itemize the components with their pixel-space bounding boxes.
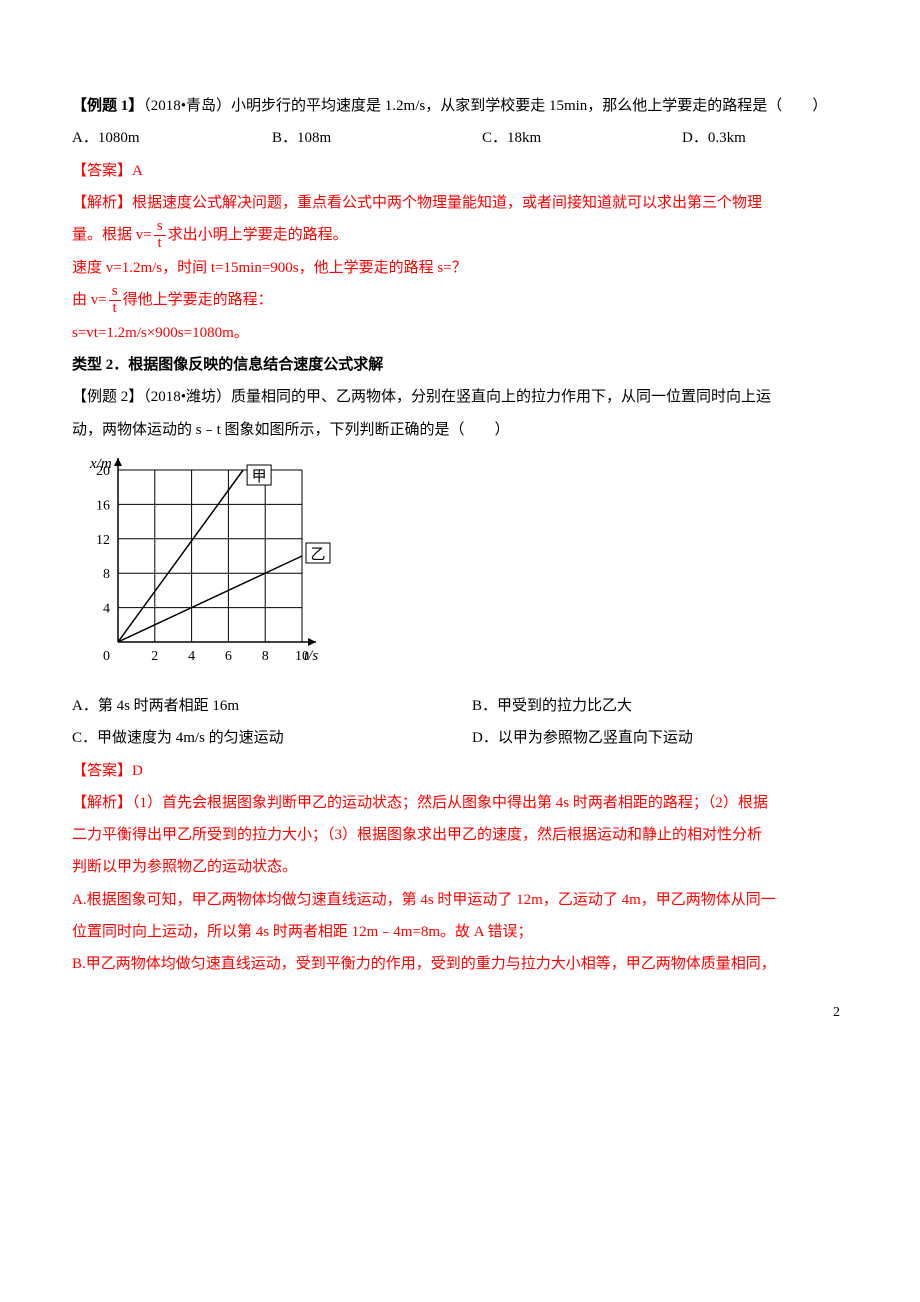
option-c: C．甲做速度为 4m/s 的匀速运动 xyxy=(72,722,472,754)
example1-explain-line4: 由 v=st得他上学要走的路程： xyxy=(72,284,848,317)
explain-text: （1）首先会根据图象判断甲乙的运动状态；然后从图象中得出第 4s 时两者相距的路… xyxy=(132,795,768,811)
option-b: B．108m xyxy=(272,122,482,154)
page-number: 2 xyxy=(72,998,848,1028)
st-chart: 246810481216200t/sx/m甲乙 xyxy=(72,452,848,686)
answer-value: D xyxy=(132,763,143,779)
example1-source: （2018•青岛） xyxy=(143,98,231,114)
example1-stem: 【例题 1】（2018•青岛）小明步行的平均速度是 1.2m/s，从家到学校要走… xyxy=(72,90,848,122)
example2-explain-line2: 二力平衡得出甲乙所受到的拉力大小；（3）根据图象求出甲乙的速度，然后根据运动和静… xyxy=(72,819,848,851)
svg-text:甲: 甲 xyxy=(252,469,267,485)
example2-stem-line1: 【例题 2】（2018•潍坊）质量相同的甲、乙两物体，分别在竖直向上的拉力作用下… xyxy=(72,381,848,413)
example1-text: 小明步行的平均速度是 1.2m/s，从家到学校要走 15min，那么他上学要走的… xyxy=(231,98,827,114)
svg-text:t/s: t/s xyxy=(304,648,318,664)
svg-text:16: 16 xyxy=(96,498,110,513)
example2-explain-line3: 判断以甲为参照物乙的运动状态。 xyxy=(72,851,848,883)
example2-stem-line2: 动，两物体运动的 s﹣t 图象如图所示，下列判断正确的是（ ） xyxy=(72,414,848,446)
svg-text:2: 2 xyxy=(151,649,158,664)
example2-options-row2: C．甲做速度为 4m/s 的匀速运动 D．以甲为参照物乙竖直向下运动 xyxy=(72,722,848,754)
example1-options: A．1080m B．108m C．18km D．0.3km xyxy=(72,122,848,154)
explain-text: 根据速度公式解决问题，重点看公式中两个物理量能知道，或者间接知道就可以求出第三个… xyxy=(132,195,762,211)
frac-den: t xyxy=(109,301,121,317)
option-a: A．1080m xyxy=(72,122,272,154)
svg-text:12: 12 xyxy=(96,533,110,548)
explain-text-a: 由 v= xyxy=(72,292,107,308)
example2-label: 【例题 2】 xyxy=(72,389,143,405)
example2-explain-line1: 【解析】（1）首先会根据图象判断甲乙的运动状态；然后从图象中得出第 4s 时两者… xyxy=(72,787,848,819)
example1-label: 【例题 1】 xyxy=(72,98,143,114)
answer-label: 【答案】 xyxy=(72,163,132,179)
svg-text:4: 4 xyxy=(188,649,195,664)
fraction: st xyxy=(154,219,166,252)
example1-explain-line5: s=vt=1.2m/s×900s=1080m。 xyxy=(72,317,848,349)
svg-text:x/m: x/m xyxy=(89,456,112,472)
explain-text-b: 求出小明上学要走的路程。 xyxy=(168,227,348,243)
example2-source: （2018•潍坊） xyxy=(143,389,231,405)
example2-options-row1: A．第 4s 时两者相距 16m B．甲受到的拉力比乙大 xyxy=(72,690,848,722)
example2-explain-lineB: B.甲乙两物体均做匀速直线运动，受到平衡力的作用，受到的重力与拉力大小相等，甲乙… xyxy=(72,948,848,980)
example1-explain-line1: 【解析】根据速度公式解决问题，重点看公式中两个物理量能知道，或者间接知道就可以求… xyxy=(72,187,848,219)
frac-den: t xyxy=(154,236,166,252)
option-a: A．第 4s 时两者相距 16m xyxy=(72,690,472,722)
example1-answer: 【答案】A xyxy=(72,155,848,187)
svg-text:0: 0 xyxy=(103,649,110,664)
option-d: D．以甲为参照物乙竖直向下运动 xyxy=(472,722,693,754)
answer-label: 【答案】 xyxy=(72,763,132,779)
frac-num: s xyxy=(109,284,121,301)
example2-explain-lineA: A.根据图象可知，甲乙两物体均做匀速直线运动，第 4s 时甲运动了 12m，乙运… xyxy=(72,884,848,916)
svg-text:乙: 乙 xyxy=(310,547,325,563)
answer-value: A xyxy=(132,163,143,179)
explain-text-b: 得他上学要走的路程： xyxy=(123,292,273,308)
option-c: C．18km xyxy=(482,122,682,154)
fraction: st xyxy=(109,284,121,317)
frac-num: s xyxy=(154,219,166,236)
svg-text:4: 4 xyxy=(103,601,110,616)
example2-answer: 【答案】D xyxy=(72,755,848,787)
example2-text1: 质量相同的甲、乙两物体，分别在竖直向上的拉力作用下，从同一位置同时向上运 xyxy=(231,389,771,405)
option-d: D．0.3km xyxy=(682,122,746,154)
explain-label: 【解析】 xyxy=(72,195,132,211)
explain-label: 【解析】 xyxy=(72,795,132,811)
example1-explain-line3: 速度 v=1.2m/s，时间 t=15min=900s，他上学要走的路程 s=？ xyxy=(72,252,848,284)
svg-text:6: 6 xyxy=(225,649,232,664)
explain-text-a: 量。根据 v= xyxy=(72,227,152,243)
document-page: 【例题 1】（2018•青岛）小明步行的平均速度是 1.2m/s，从家到学校要走… xyxy=(0,0,920,1068)
svg-text:8: 8 xyxy=(103,567,110,582)
example1-explain-line2: 量。根据 v=st求出小明上学要走的路程。 xyxy=(72,219,848,252)
svg-text:8: 8 xyxy=(262,649,269,664)
chart-svg: 246810481216200t/sx/m甲乙 xyxy=(72,452,332,674)
option-b: B．甲受到的拉力比乙大 xyxy=(472,690,632,722)
example2-explain-lineA2: 位置同时向上运动，所以第 4s 时两者相距 12m﹣4m=8m。故 A 错误； xyxy=(72,916,848,948)
category2-heading: 类型 2．根据图像反映的信息结合速度公式求解 xyxy=(72,349,848,381)
